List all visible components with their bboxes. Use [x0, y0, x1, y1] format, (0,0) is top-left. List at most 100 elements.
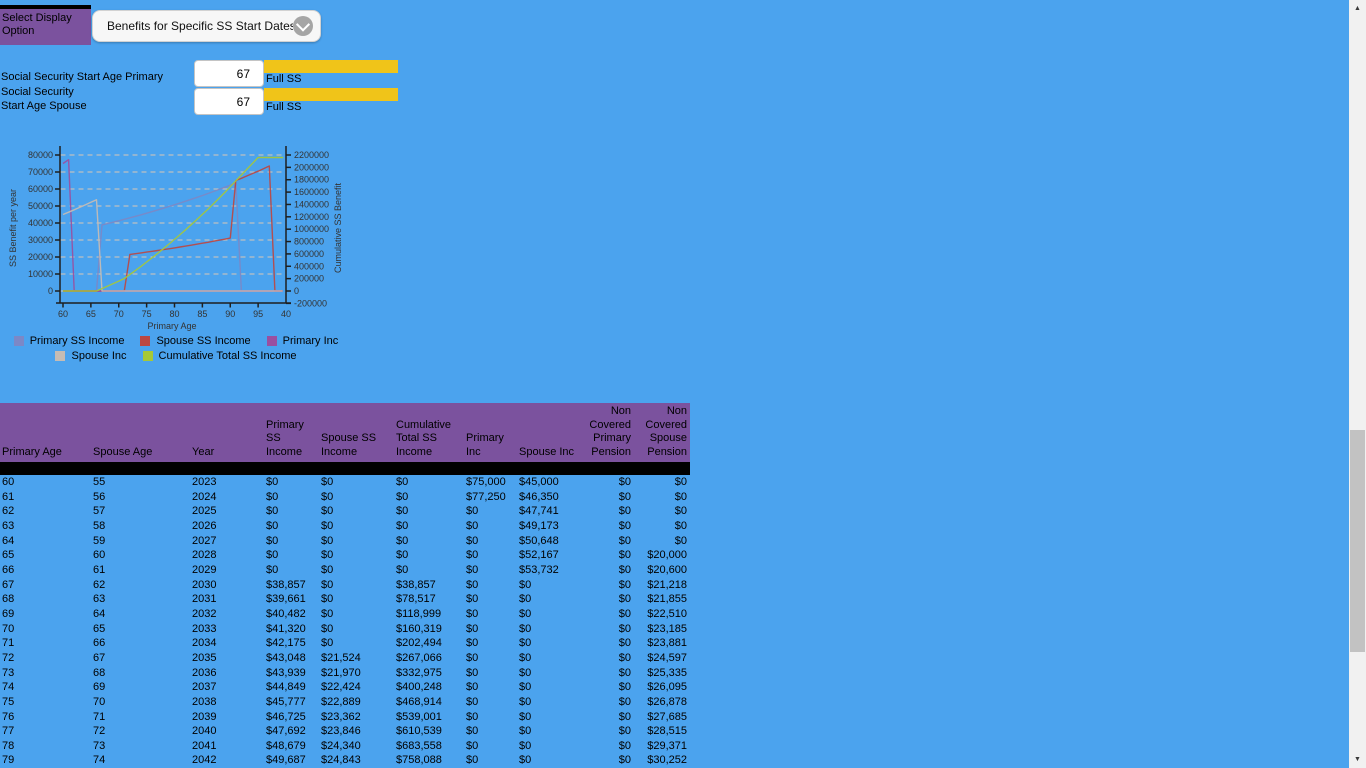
table-cell: $0 [519, 593, 532, 606]
svg-text:2200000: 2200000 [294, 150, 329, 160]
table-cell: $0 [618, 681, 631, 694]
table-cell: $0 [466, 725, 479, 738]
table-cell: $683,558 [396, 739, 442, 752]
svg-text:85: 85 [197, 309, 207, 319]
table-cell: $0 [466, 519, 479, 532]
svg-text:1000000: 1000000 [294, 224, 329, 234]
table-cell: $49,173 [519, 519, 559, 532]
table-cell: $0 [466, 549, 479, 562]
table-cell: $23,881 [647, 637, 687, 650]
table-cell: $78,517 [396, 593, 436, 606]
svg-text:400000: 400000 [294, 261, 324, 271]
legend-row-1: Primary SS Income Spouse SS Income Primary… [0, 334, 352, 348]
legend-color-swatch [142, 351, 153, 361]
table-cell: $21,524 [321, 651, 361, 664]
svg-text:600000: 600000 [294, 249, 324, 259]
table-row: 69 64 2032 $40,482 $0 $118,999 $0 $0 $0 $22,510 [0, 607, 690, 622]
table-cell: 71 [2, 637, 15, 650]
table-cell: $0 [266, 534, 279, 547]
table-cell: $0 [321, 637, 334, 650]
table-cell: $0 [321, 534, 334, 547]
table-cell: $0 [466, 622, 479, 635]
primary-full-ss-label: Full SS [266, 73, 302, 85]
chevron-down-icon[interactable] [293, 16, 313, 36]
table-cell: 64 [2, 534, 15, 547]
table-cell: 66 [93, 637, 106, 650]
table-cell: 67 [93, 651, 106, 664]
table-cell: 2033 [192, 622, 217, 635]
table-cell: $0 [674, 534, 687, 547]
table-cell: $0 [396, 505, 409, 518]
table-cell: $23,362 [321, 710, 361, 723]
table-cell: $0 [519, 637, 532, 650]
table-cell: $47,741 [519, 505, 559, 518]
table-cell: $0 [396, 534, 409, 547]
table-cell: $45,777 [266, 695, 306, 708]
table-cell: $21,970 [321, 666, 361, 679]
table-cell: $25,335 [647, 666, 687, 679]
table-cell: $45,000 [519, 476, 559, 488]
scroll-down-icon[interactable]: ▼ [1349, 751, 1366, 768]
svg-text:Primary Age: Primary Age [147, 321, 196, 331]
spouse-start-age-input[interactable] [194, 88, 264, 115]
table-cell: $0 [519, 651, 532, 664]
svg-text:90: 90 [225, 309, 235, 319]
table-cell: $0 [519, 622, 532, 635]
table-cell: $24,340 [321, 739, 361, 752]
table-cell: $0 [466, 505, 479, 518]
table-cell: $0 [618, 666, 631, 679]
table-cell: $0 [321, 622, 334, 635]
table-cell: $43,939 [266, 666, 306, 679]
table-cell: 79 [2, 754, 15, 767]
svg-text:30000: 30000 [28, 235, 53, 245]
table-cell: $75,000 [466, 476, 506, 488]
table-row: 68 63 2031 $39,661 $0 $78,517 $0 $0 $0 $21,855 [0, 592, 690, 607]
table-cell: $0 [519, 754, 532, 767]
vertical-scrollbar[interactable]: ▲ ▼ [1349, 0, 1366, 768]
table-cell: $47,692 [266, 725, 306, 738]
scroll-up-icon[interactable]: ▲ [1349, 0, 1366, 17]
svg-text:95: 95 [253, 309, 263, 319]
table-cell: $0 [618, 695, 631, 708]
table-cell: $48,679 [266, 739, 306, 752]
primary-start-age-input[interactable] [194, 60, 264, 87]
table-row: 61 56 2024 $0 $0 $0 $77,250 $46,350 $0 $0 [0, 490, 690, 505]
table-cell: $0 [466, 754, 479, 767]
table-cell: 2032 [192, 607, 217, 620]
scrollbar-thumb[interactable] [1350, 430, 1365, 652]
table-cell: $0 [519, 725, 532, 738]
table-cell: $22,889 [321, 695, 361, 708]
table-cell: $0 [266, 490, 279, 503]
table-cell: $21,218 [647, 578, 687, 591]
table-cell: $43,048 [266, 651, 306, 664]
table-cell: 62 [93, 578, 106, 591]
column-header-primary-ss-income: Primary SS Income [266, 403, 321, 462]
legend-color-swatch [140, 336, 151, 346]
table-cell: $49,687 [266, 754, 306, 767]
svg-text:40000: 40000 [28, 218, 53, 228]
table-cell: $539,001 [396, 710, 442, 723]
table-separator-row [0, 462, 690, 475]
table-cell: 72 [93, 725, 106, 738]
table-cell: $0 [519, 739, 532, 752]
table-cell: $267,066 [396, 651, 442, 664]
table-cell: $44,849 [266, 681, 306, 694]
table-cell: $0 [618, 739, 631, 752]
table-cell: 68 [93, 666, 106, 679]
table-row: 74 69 2037 $44,849 $22,424 $400,248 $0 $0 $0 $26,… [0, 680, 690, 695]
table-cell: $0 [266, 549, 279, 562]
display-option-dropdown[interactable]: Benefits for Specific SS Start Dates [92, 10, 321, 42]
svg-text:70: 70 [114, 309, 124, 319]
table-cell: 2031 [192, 593, 217, 606]
column-header-primary-inc: Primary Inc [466, 403, 519, 462]
table-cell: 2037 [192, 681, 217, 694]
spouse-full-ss-bar [264, 88, 398, 101]
table-cell: $28,515 [647, 725, 687, 738]
legend-label: Spouse SS Income [156, 335, 251, 347]
table-cell: $29,371 [647, 739, 687, 752]
table-cell: $0 [266, 505, 279, 518]
svg-text:50000: 50000 [28, 201, 53, 211]
table-cell: 70 [2, 622, 15, 635]
table-cell: $118,999 [396, 607, 442, 620]
svg-text:75: 75 [142, 309, 152, 319]
